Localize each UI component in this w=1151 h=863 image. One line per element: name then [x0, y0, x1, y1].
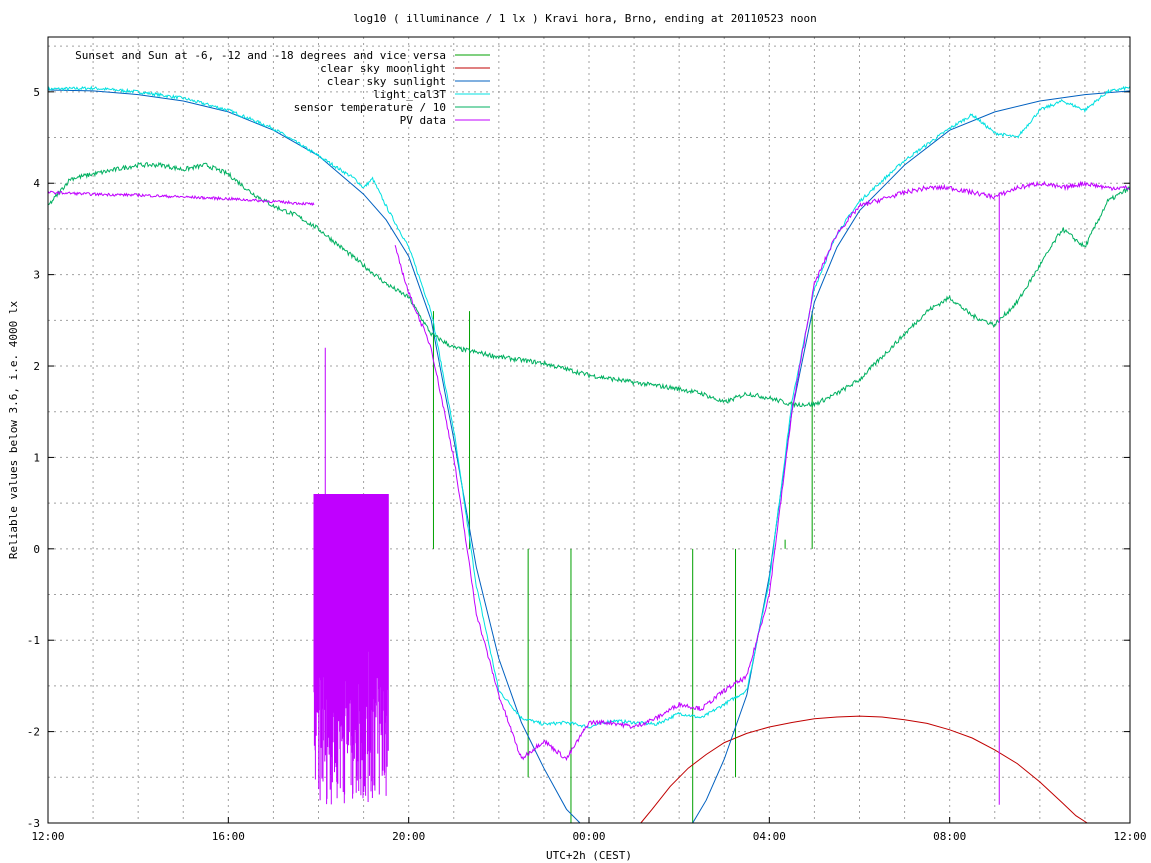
pv-line [394, 180, 1131, 762]
x-tick-label: 12:00 [31, 830, 64, 843]
y-axis-label: Reliable values below 3.6, i.e. 4000 lx [7, 300, 20, 559]
y-tick-label: -1 [27, 634, 40, 647]
series-line [47, 89, 1131, 824]
x-tick-label: 12:00 [1113, 830, 1146, 843]
series-light-cal3t [47, 85, 1131, 729]
series-clear-sky-sunlight [47, 89, 1131, 824]
series-line [640, 715, 1088, 824]
y-tick-label: 4 [33, 177, 40, 190]
legend: Sunset and Sun at -6, -12 and -18 degree… [75, 49, 490, 127]
x-tick-label: 00:00 [572, 830, 605, 843]
plot-frame [47, 36, 1131, 824]
series-sensor-temperature-10 [47, 161, 1131, 409]
series-line [47, 161, 1131, 409]
x-tick-label: 08:00 [933, 830, 966, 843]
y-tick-label: 3 [33, 269, 40, 282]
y-tick-label: 5 [33, 86, 40, 99]
legend-label: light_cal3T [373, 88, 446, 101]
series-sunset-and-sun-at-6-12-and-18-degrees-and-vice-versa [432, 311, 813, 823]
data-traces [47, 85, 1131, 824]
y-tick-label: -2 [27, 726, 40, 739]
x-tick-label: 04:00 [753, 830, 786, 843]
pv-noise-band [313, 494, 389, 805]
chart-title: log10 ( illuminance / 1 lx ) Kravi hora,… [353, 12, 817, 25]
pv-line [47, 190, 315, 207]
x-axis-label: UTC+2h (CEST) [546, 849, 632, 862]
grid-lines [48, 37, 1130, 823]
y-tick-label: 0 [33, 543, 40, 556]
y-tick-label: -3 [27, 817, 40, 830]
legend-label: PV data [400, 114, 446, 127]
x-tick-label: 16:00 [212, 830, 245, 843]
legend-label: sensor temperature / 10 [294, 101, 446, 114]
legend-label: clear sky moonlight [320, 62, 446, 75]
x-tick-label: 20:00 [392, 830, 425, 843]
legend-label: clear sky sunlight [327, 75, 446, 88]
series-pv-data [47, 180, 1131, 805]
series-clear-sky-moonlight [640, 715, 1088, 824]
tick-labels: 12:00 16:00 20:00 00:00 04:00 08:00 12:00-3-2-… [27, 86, 1147, 843]
series-line [47, 85, 1131, 729]
y-tick-label: 2 [33, 360, 40, 373]
legend-label: Sunset and Sun at -6, -12 and -18 degree… [75, 49, 446, 62]
y-tick-label: 1 [33, 451, 40, 464]
